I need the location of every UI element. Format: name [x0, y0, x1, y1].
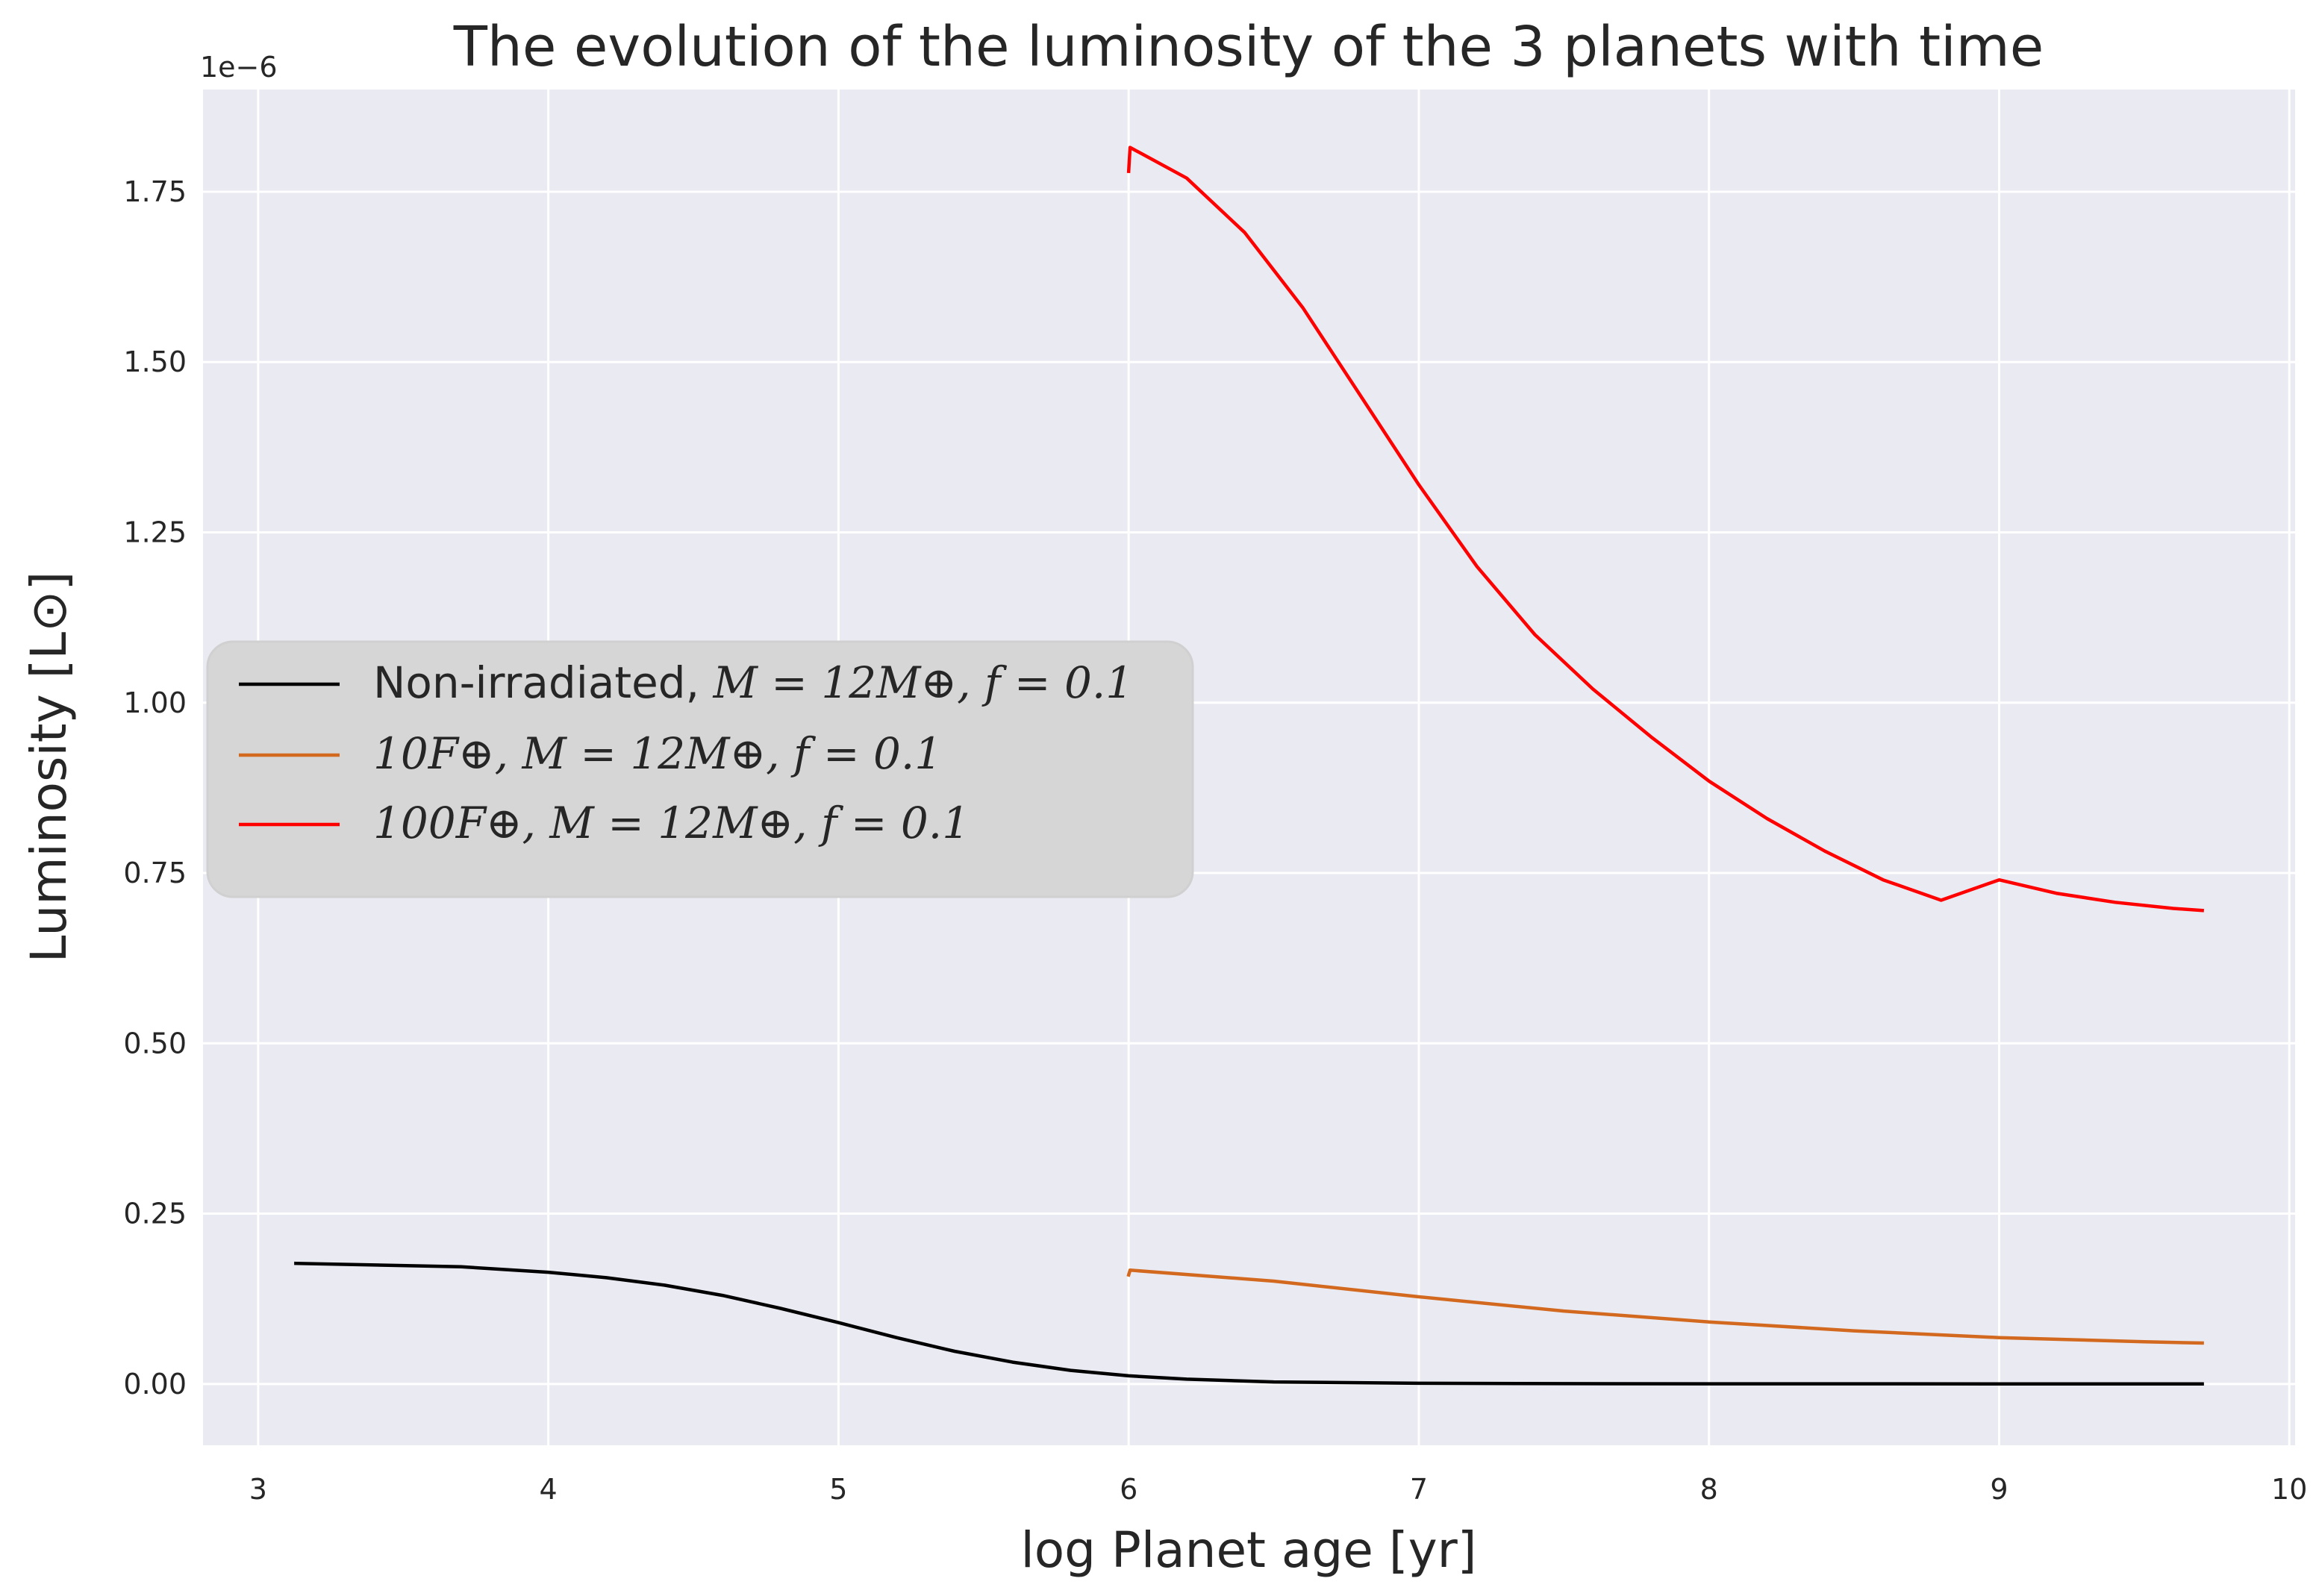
y-offset-label: 1e−6 — [200, 51, 278, 84]
x-tick-label: 7 — [1410, 1473, 1428, 1506]
x-axis-label: log Planet age [yr] — [1020, 1521, 1476, 1579]
legend-box — [206, 640, 1194, 898]
legend-label-math: 10F⊕, M = 12M⊕, f = 0.1 — [373, 728, 942, 779]
series-line-100f — [1126, 145, 2205, 913]
y-tick-label: 1.75 — [123, 175, 187, 208]
legend-label: 100F⊕, M = 12M⊕, f = 0.1 — [373, 798, 970, 848]
x-tick-label: 3 — [249, 1473, 267, 1506]
y-tick-label: 1.25 — [123, 516, 187, 548]
y-tick-label: 0.00 — [123, 1368, 187, 1401]
x-tick-label: 9 — [1990, 1473, 2008, 1506]
legend-entry: 100F⊕, M = 12M⊕, f = 0.1 — [239, 798, 970, 848]
x-tick-label: 8 — [1700, 1473, 1718, 1506]
x-tick-label: 6 — [1120, 1473, 1137, 1506]
y-tick-label: 0.25 — [123, 1198, 187, 1230]
x-tick-labels: 3 4 5 6 7 8 9 10 — [249, 1473, 2308, 1506]
legend-entry: Non-irradiated, M = 12M⊕, f = 0.1 — [239, 657, 1133, 708]
legend-label-plain: Non-irradiated, — [373, 657, 713, 708]
chart-title: The evolution of the luminosity of the 3… — [453, 15, 2044, 79]
y-tick-label: 1.00 — [123, 686, 187, 719]
legend-entry: 10F⊕, M = 12M⊕, f = 0.1 — [239, 728, 942, 779]
y-tick-label: 0.50 — [123, 1027, 187, 1060]
grid — [203, 90, 2295, 1445]
legend: Non-irradiated, M = 12M⊕, f = 0.1 10F⊕, M… — [206, 640, 1194, 898]
y-tick-labels: 0.00 0.25 0.50 0.75 1.00 1.25 1.50 1.75 — [123, 175, 187, 1401]
y-tick-label: 0.75 — [123, 857, 187, 889]
legend-label: Non-irradiated, M = 12M⊕, f = 0.1 — [373, 657, 1133, 708]
legend-label-math: 100F⊕, M = 12M⊕, f = 0.1 — [373, 798, 970, 848]
series-lines — [294, 145, 2205, 1386]
x-tick-label: 5 — [829, 1473, 847, 1506]
y-tick-label: 1.50 — [123, 345, 187, 378]
y-axis-label: Luminosity [L⊙] — [20, 572, 78, 963]
x-tick-label: 10 — [2271, 1473, 2307, 1506]
legend-label-math: M = 12M⊕, f = 0.1 — [712, 657, 1133, 708]
x-tick-label: 4 — [540, 1473, 558, 1506]
series-line-10f — [1126, 1268, 2204, 1345]
series-line-non-irradiated — [294, 1261, 2204, 1386]
legend-label: 10F⊕, M = 12M⊕, f = 0.1 — [373, 728, 942, 779]
